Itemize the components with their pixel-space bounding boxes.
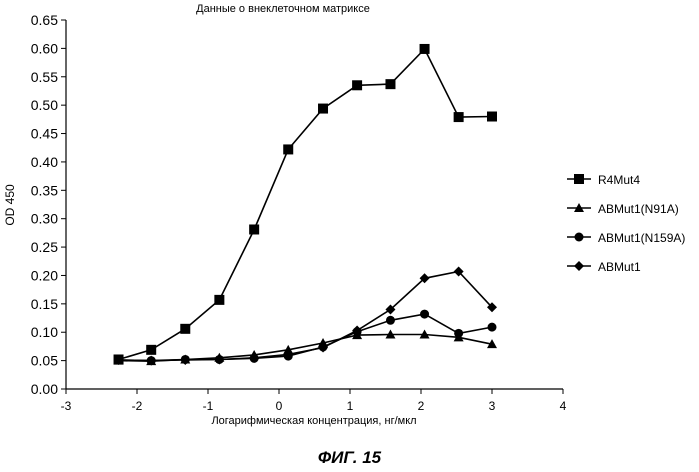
- y-tick-label: 0.50: [31, 97, 58, 113]
- series-line-r4mut4: [118, 47, 493, 361]
- y-tick-label: 0.00: [31, 381, 58, 397]
- x-tick-label: 3: [489, 399, 496, 413]
- x-tick-label: -3: [61, 399, 72, 413]
- legend-label-abmut1-n91a: ABMut1(N91A): [598, 202, 679, 216]
- data-point-r4mut4: [146, 344, 157, 355]
- legend-label-r4mut4: R4Mut4: [598, 173, 640, 187]
- data-point-abmut1: [283, 349, 294, 360]
- y-tick-label: 0.45: [31, 126, 58, 142]
- data-point-r4mut4: [249, 224, 260, 235]
- x-tick-label: 0: [276, 399, 283, 413]
- data-point-r4mut4: [419, 43, 430, 54]
- data-point-r4mut4: [352, 80, 363, 91]
- data-point-abmut1-n91a: [385, 329, 396, 339]
- y-tick-label: 0.15: [31, 296, 58, 312]
- data-point-abmut1: [385, 304, 396, 315]
- legend-marker-abmut1: [574, 261, 584, 271]
- y-tick-label: 0.30: [31, 211, 58, 227]
- y-tick-label: 0.25: [31, 239, 58, 255]
- y-tick-label: 0.10: [31, 324, 58, 340]
- series-line-abmut1-n159a: [118, 313, 493, 362]
- data-point-abmut1-n91a: [487, 339, 497, 349]
- y-tick-label: 0.40: [31, 154, 58, 170]
- data-point-abmut1-n91a: [283, 344, 294, 354]
- data-point-abmut1: [146, 355, 157, 366]
- plot-area: 0.00 0.05 0.10 0.15 0.20 0.25 0.30 0.35 0.40 0.45…: [31, 12, 567, 413]
- legend-marker-r4mut4: [574, 174, 584, 184]
- y-tick-label: 0.65: [31, 12, 58, 28]
- data-point-abmut1: [214, 354, 225, 365]
- data-point-abmut1-n159a: [454, 328, 464, 338]
- data-point-r4mut4: [487, 111, 497, 122]
- legend: R4Mut4 ABMut1(N91A) ABMut1(N159A) ABMut1: [567, 173, 685, 274]
- data-point-abmut1: [453, 266, 464, 277]
- legend-marker-abmut1-n159a: [574, 232, 584, 242]
- legend-label-abmut1: ABMut1: [598, 260, 641, 274]
- x-tick-label: 4: [560, 399, 567, 413]
- series-line-abmut1: [118, 270, 493, 362]
- x-tick-label: 2: [418, 399, 425, 413]
- x-axis-label: Логарифмическая концентрация, нг/мкл: [211, 415, 416, 427]
- data-point-r4mut4: [385, 79, 396, 90]
- y-tick-label: 0.05: [31, 353, 58, 369]
- x-tick-label: 1: [347, 399, 354, 413]
- legend-marker-abmut1-n91a: [574, 203, 584, 212]
- series-line-abmut1-n91a: [118, 333, 493, 363]
- data-point-abmut1: [318, 342, 329, 353]
- y-tick-label: 0.60: [31, 40, 58, 56]
- y-tick-label: 0.20: [31, 267, 58, 283]
- x-tick-label: -2: [132, 399, 143, 413]
- data-point-abmut1: [419, 273, 430, 284]
- y-tick-label: 0.55: [31, 69, 58, 85]
- data-point-r4mut4: [180, 323, 191, 334]
- data-point-abmut1: [352, 325, 363, 336]
- x-tick-label: -1: [203, 399, 214, 413]
- data-point-abmut1-n159a: [487, 322, 497, 332]
- y-tick-label: 0.35: [31, 182, 58, 198]
- data-point-abmut1-n91a: [419, 329, 430, 339]
- data-point-r4mut4: [318, 103, 329, 114]
- data-point-r4mut4: [214, 294, 225, 305]
- figure-caption: ФИГ. 15: [317, 448, 382, 467]
- data-point-abmut1: [249, 352, 260, 363]
- data-point-r4mut4: [453, 112, 464, 123]
- data-point-abmut1: [113, 355, 124, 366]
- data-point-abmut1-n159a: [385, 315, 395, 325]
- data-point-abmut1: [180, 355, 191, 366]
- data-point-abmut1-n159a: [420, 309, 430, 319]
- chart-title: Данные о внеклеточном матриксе: [196, 3, 370, 15]
- data-point-r4mut4: [283, 144, 294, 155]
- y-axis-label: OD 450: [3, 184, 17, 226]
- legend-label-abmut1-n159a: ABMut1(N159A): [598, 231, 685, 245]
- data-point-abmut1: [487, 302, 497, 313]
